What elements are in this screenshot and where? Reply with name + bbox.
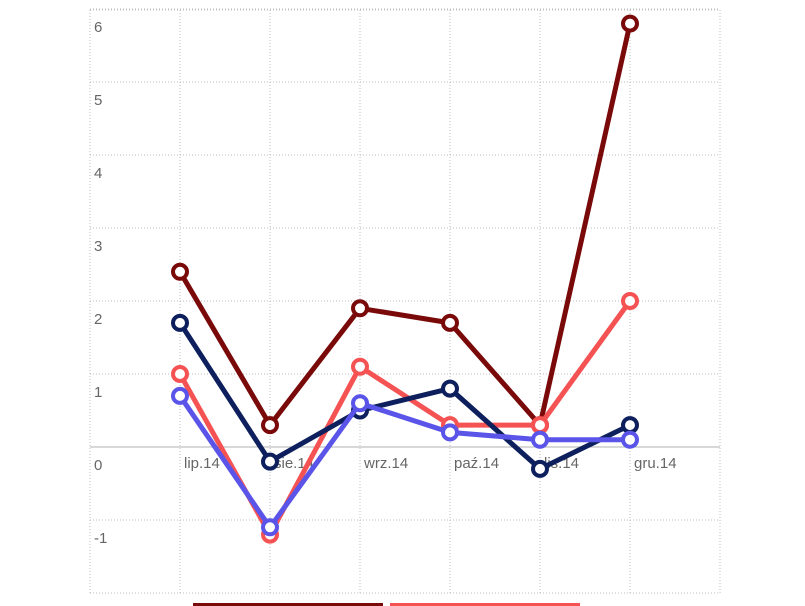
data-point bbox=[261, 416, 279, 435]
series-line bbox=[177, 320, 633, 472]
data-point bbox=[171, 313, 189, 332]
x-tick-label: wrz.14 bbox=[363, 455, 408, 472]
y-tick-label: 3 bbox=[94, 238, 102, 255]
data-point bbox=[621, 416, 639, 435]
y-axis-ticks: 6 5 4 3 2 1 0 -1 -2 bbox=[94, 19, 107, 606]
y-tick-label: 6 bbox=[94, 19, 102, 36]
legend bbox=[193, 603, 580, 606]
data-point bbox=[171, 262, 189, 281]
y-tick-label: 0 bbox=[94, 457, 102, 474]
y-tick-label: 1 bbox=[94, 384, 102, 401]
y-tick-label: -1 bbox=[94, 530, 107, 547]
legend-swatch bbox=[390, 603, 580, 606]
series-line bbox=[177, 393, 633, 530]
data-point bbox=[441, 379, 459, 398]
data-point bbox=[531, 416, 549, 435]
x-tick-label: lis.14 bbox=[544, 455, 579, 472]
y-tick-label: -2 bbox=[94, 603, 107, 606]
series-3 bbox=[171, 313, 639, 478]
series-group bbox=[171, 14, 639, 544]
series-1 bbox=[171, 14, 639, 435]
legend-swatch bbox=[193, 603, 383, 606]
series-4 bbox=[171, 386, 639, 537]
x-tick-label: lip.14 bbox=[184, 455, 220, 472]
x-axis-ticks: lip.14 sie.14 wrz.14 paź.14 lis.14 gru.14 bbox=[184, 455, 677, 472]
data-point bbox=[351, 299, 369, 318]
data-point bbox=[171, 365, 189, 383]
y-tick-label: 4 bbox=[94, 165, 102, 182]
y-tick-label: 5 bbox=[94, 92, 102, 109]
data-point bbox=[441, 423, 459, 442]
x-tick-label: gru.14 bbox=[634, 455, 677, 472]
data-point bbox=[621, 14, 639, 33]
x-tick-label: paź.14 bbox=[454, 455, 499, 472]
data-point bbox=[531, 459, 549, 478]
data-point bbox=[441, 313, 459, 332]
y-tick-label: 2 bbox=[94, 311, 102, 328]
data-point bbox=[531, 430, 549, 449]
data-point bbox=[621, 430, 639, 449]
data-point bbox=[261, 452, 279, 471]
data-point bbox=[261, 518, 279, 537]
data-point bbox=[621, 292, 639, 310]
data-point bbox=[351, 357, 369, 376]
data-point bbox=[171, 386, 189, 405]
data-point bbox=[351, 394, 369, 413]
series-line bbox=[177, 21, 633, 428]
